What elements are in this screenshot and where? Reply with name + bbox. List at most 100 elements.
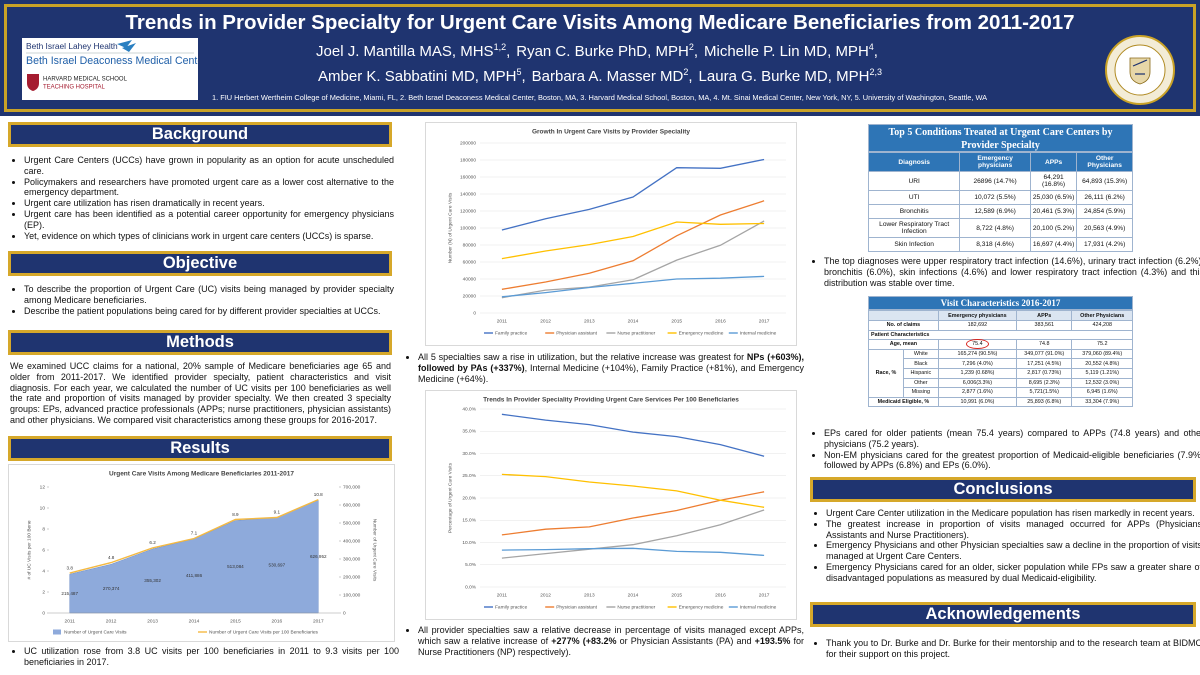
y-axis-label: Percentage of Urgent Care Visits — [447, 462, 453, 533]
y-tick-label: 100000 — [460, 225, 476, 231]
y-tick-label: 2 — [42, 589, 45, 595]
author-affiliation: 1,2 — [493, 42, 507, 52]
x-tick-label: 2014 — [189, 618, 200, 624]
author-separator: , — [521, 68, 526, 85]
seal-emblem — [1132, 59, 1148, 75]
bullet: All 5 specialties saw a rise in utilizat… — [418, 352, 804, 384]
cell-text: 33,304 (7.9%) — [1085, 399, 1120, 406]
header-row: Emergency physicians APPs Other Physicians — [868, 310, 1133, 321]
bullet: EPs cared for older patients (mean 75.4 … — [824, 428, 1200, 450]
harvard-shield — [27, 74, 39, 91]
table-cell: 5,119 (1.21%) — [1071, 367, 1133, 379]
y-tick-label: 40.0% — [462, 406, 476, 412]
y-tick-label: 5.0% — [465, 562, 477, 568]
y-tick-label: 12 — [40, 484, 46, 490]
table-cell: 1,239 (0.68%) — [937, 367, 1018, 379]
data-label: 4.8 — [108, 555, 115, 560]
header-row: Diagnosis Emergency physicians APPs Other P… — [867, 152, 1133, 172]
data-label: 3.8 — [67, 565, 74, 570]
header-cell — [868, 310, 939, 321]
seal-shield — [1129, 57, 1151, 85]
header-frame — [4, 4, 1196, 112]
header-cell: APPs — [1016, 310, 1073, 321]
bullet-text: +193.5% — [754, 635, 791, 646]
bullet-list: Urgent Care Center utilization in the Me… — [810, 508, 1200, 584]
x-tick-label: 2012 — [106, 618, 117, 624]
legend-label: Internal medicine — [740, 330, 777, 336]
table-cell: 75.2 — [1071, 339, 1133, 350]
author-separator: , — [506, 43, 511, 60]
table-row: Skin Infection 8,318 (4.6%) 16,697 (4.4%) 1… — [867, 237, 1133, 252]
bullet-list: To describe the proportion of Urgent Car… — [8, 284, 394, 316]
bullet: Urgent Care Centers (UCCs) have grown in… — [24, 155, 394, 177]
author-name: Amber K. Sabbatini MD, MPH — [318, 68, 517, 85]
row-label: No. of claims — [868, 320, 939, 331]
cell-text: 2,817 (0.73%) — [1027, 370, 1062, 377]
cell-text: 17,251 (4.5%) — [1027, 360, 1062, 367]
series-line — [501, 413, 765, 457]
bullet: Describe the patient populations being c… — [24, 306, 394, 317]
y-tick-label: 120000 — [460, 208, 476, 214]
table-cell: 10,072 (5.5%) — [959, 190, 1031, 205]
row-label: White — [902, 348, 939, 360]
legend-label: Number of Urgent Care Visits per 100 Ben… — [209, 629, 319, 635]
row-label: Other — [902, 377, 939, 389]
x-tick-label: 2015 — [230, 618, 241, 624]
cell-text: 379,060 (89.4%) — [1082, 351, 1123, 358]
table-cell: 26,111 (6.2%) — [1076, 190, 1133, 205]
data-label: 626,952 — [310, 554, 327, 559]
header-cell: Other Physicians — [1071, 310, 1133, 321]
table-cell: Skin Infection — [867, 237, 961, 252]
x-tick-label: 2012 — [540, 592, 551, 598]
logo-wing — [117, 40, 136, 52]
y-tick-label: 140000 — [460, 191, 476, 197]
bullet-text: for Nurse Practitioners (NP) respectivel… — [418, 635, 805, 657]
series-line — [69, 498, 319, 574]
header-cell: Other Physicians — [1076, 152, 1133, 172]
table-cell: 10,991 (6.0%) — [937, 396, 1018, 408]
table-cell: 20,563 (4.9%) — [1076, 218, 1133, 238]
section-row: Patient Characteristics — [868, 329, 1133, 341]
cell-text: 182,692 — [967, 322, 988, 329]
bullet-text: NPs (+603%), followed by PAs (+337%) — [418, 352, 804, 373]
cell-text: 165,274 (90.5%) — [957, 351, 998, 358]
logo-line: Beth Israel Deaconess Medical Center — [26, 55, 198, 67]
y-tick-label: 35.0% — [462, 429, 476, 435]
author-name: Ryan C. Burke PhD, MPH — [516, 43, 689, 60]
y2-tick-label: 100,000 — [343, 592, 361, 598]
y-tick-label: 180000 — [460, 157, 476, 163]
x-tick-label: 2016 — [715, 592, 726, 598]
table-cell: 20,100 (5.2%) — [1029, 218, 1078, 238]
header-cell: Diagnosis — [867, 152, 961, 172]
table-row: URI 26896 (14.7%) 64,291 (16.8%) 64,893 (15… — [867, 171, 1133, 191]
table-cell: 17,251 (4.5%) — [1016, 358, 1073, 369]
legend-label: Nurse practitioner — [617, 330, 655, 336]
y-tick-label: 8 — [42, 526, 45, 532]
cell-text: 75.2 — [1096, 341, 1108, 348]
table-cell: Lower Respiratory Tract Infection — [867, 218, 961, 238]
legend-swatch — [53, 629, 61, 635]
y2-tick-label: 500,000 — [343, 520, 361, 526]
row-label: Hispanic — [902, 367, 939, 379]
chart-title: Trends In Provider Speciality Providing … — [483, 397, 739, 404]
row-label: Missing — [902, 387, 939, 398]
table-cell: 25,893 (6.8%) — [1016, 396, 1073, 408]
bullet: Emergency Physicians cared for an older,… — [826, 562, 1200, 584]
table-cell: 25,030 (6.5%) — [1029, 190, 1078, 205]
table-cell: 74.8 — [1016, 339, 1073, 350]
table-cell: 165,274 (90.5%) — [937, 348, 1018, 360]
row-label: Age, mean — [868, 339, 939, 350]
bullet: Thank you to Dr. Burke and Dr. Burke for… — [826, 638, 1200, 660]
cell-text: 25,893 (6.8%) — [1027, 399, 1062, 406]
y-tick-label: 0 — [473, 310, 476, 316]
section-heading: Methods — [8, 330, 392, 355]
section-heading: Objective — [8, 251, 392, 276]
poster-title: Trends in Provider Specialty for Urgent … — [125, 11, 1075, 34]
table-cell: 8,722 (4.8%) — [959, 218, 1031, 238]
legend-label: Emergency medicine — [679, 604, 724, 610]
legend-label: Nurse practitioner — [617, 604, 655, 610]
data-label: 270,374 — [103, 586, 120, 591]
legend-label: Family practice — [495, 604, 528, 610]
table-row: Age, mean 75.4 74.8 75.2 — [868, 339, 1133, 350]
chart-frame: Urgent Care Visits Among Medicare Benefi… — [8, 464, 395, 642]
